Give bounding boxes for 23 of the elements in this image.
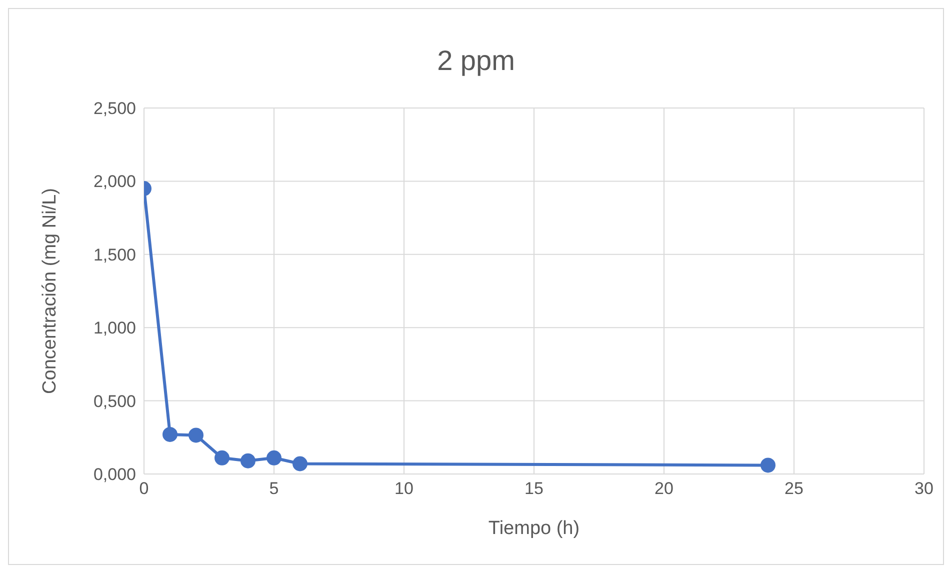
x-tick-label: 10: [394, 479, 414, 498]
chart-title: 2 ppm: [436, 45, 516, 77]
x-tick-label: 5: [269, 479, 279, 498]
y-axis-title: Concentración (mg Ni/L): [40, 188, 61, 394]
y-tick-label: 0,000: [93, 465, 136, 484]
point: [162, 426, 178, 442]
y-tick-label: 2,500: [93, 99, 136, 118]
x-tick-label: 0: [139, 479, 149, 498]
point: [214, 450, 230, 466]
y-tick-label: 0,500: [93, 392, 136, 411]
point: [240, 453, 256, 468]
x-tick-label: 30: [914, 479, 934, 498]
x-tick-label: 15: [524, 479, 544, 498]
y-tick-label: 1,000: [93, 318, 136, 338]
y-tick-label: 2,000: [93, 172, 136, 192]
x-tick-label: 20: [654, 479, 674, 498]
point: [266, 450, 282, 466]
y-tick-label: 1,500: [93, 245, 136, 264]
x-tick-label: 25: [784, 479, 804, 498]
point: [292, 456, 308, 472]
x-axis-title: Tiempo (h): [488, 518, 580, 539]
point: [760, 458, 776, 473]
point: [188, 428, 204, 443]
